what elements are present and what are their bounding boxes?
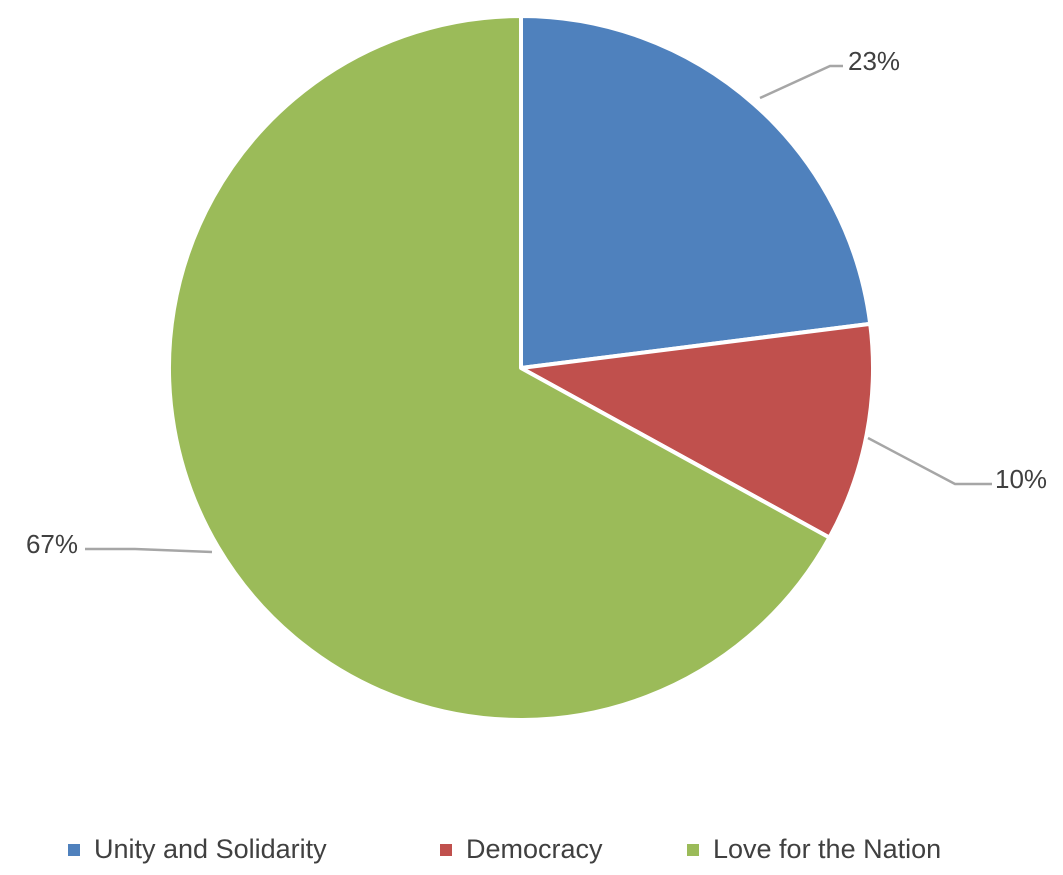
- legend-swatch-unity-and-solidarity: [68, 844, 80, 856]
- pie-slices: [167, 14, 875, 722]
- leader-line-love-for-the-nation: [85, 547, 213, 554]
- legend-item-unity-and-solidarity: Unity and Solidarity: [68, 834, 327, 864]
- data-label-love-for-the-nation: 67%: [26, 529, 78, 559]
- data-label-democracy: 10%: [995, 464, 1047, 494]
- legend-label-democracy: Democracy: [466, 834, 603, 864]
- leader-lines: [85, 64, 992, 554]
- legend-swatch-love-for-the-nation: [687, 844, 699, 856]
- legend: Unity and Solidarity Democracy Love for th…: [68, 834, 941, 864]
- pie-slice-unity-and-solidarity: [519, 14, 873, 370]
- legend-swatch-democracy: [440, 844, 452, 856]
- legend-item-democracy: Democracy: [440, 834, 603, 864]
- legend-label-unity-and-solidarity: Unity and Solidarity: [94, 834, 327, 864]
- data-label-unity-and-solidarity: 23%: [848, 46, 900, 76]
- pie-slice-love-for-the-nation: [167, 14, 832, 722]
- legend-item-love-for-the-nation: Love for the Nation: [687, 834, 941, 864]
- data-labels: 23% 10% 67%: [26, 46, 1047, 559]
- legend-label-love-for-the-nation: Love for the Nation: [713, 834, 941, 864]
- leader-line-democracy: [867, 436, 992, 486]
- leader-line-unity-and-solidarity: [759, 64, 843, 100]
- pie-slice-democracy: [519, 321, 875, 540]
